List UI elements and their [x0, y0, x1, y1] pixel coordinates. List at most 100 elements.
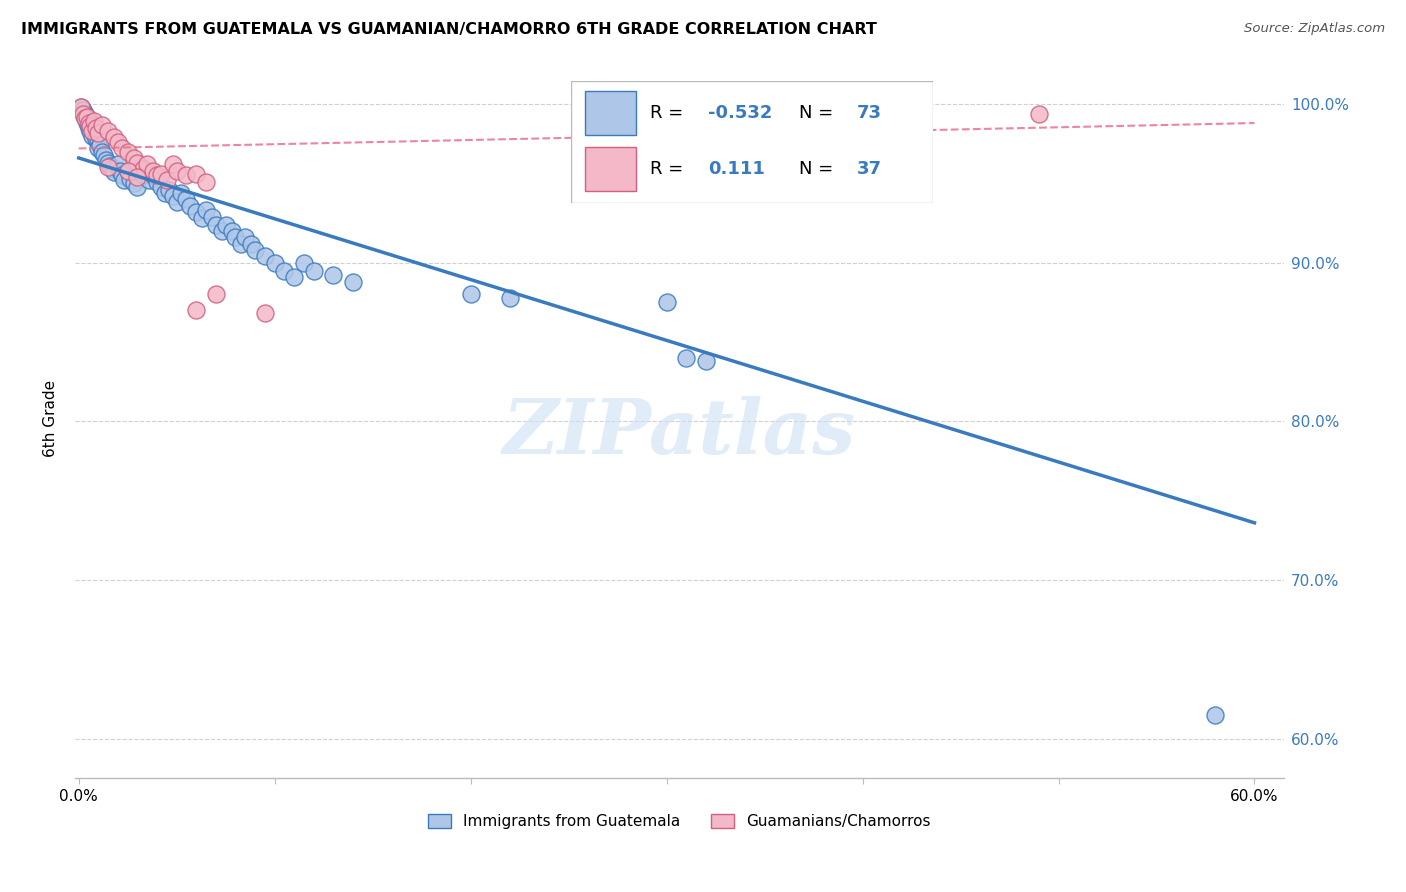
Point [82, 128, 104, 143]
Point [166, 163, 188, 178]
Point [87, 126, 110, 140]
Point [79, 116, 101, 130]
Point [253, 306, 276, 320]
Point [292, 255, 315, 269]
Point [127, 155, 149, 169]
Point [322, 268, 344, 283]
Point [89, 138, 111, 153]
Point [273, 263, 295, 277]
Point [98, 159, 121, 173]
Point [79, 124, 101, 138]
Point [77, 112, 100, 127]
Point [131, 161, 153, 175]
Point [76, 110, 98, 124]
Point [73, 106, 96, 120]
Point [127, 179, 149, 194]
Point [655, 136, 678, 151]
Point [153, 186, 176, 200]
Point [211, 224, 233, 238]
Point [675, 351, 697, 365]
Point [150, 167, 173, 181]
Point [107, 157, 129, 171]
Legend: Immigrants from Guatemala, Guamanians/Chamorros: Immigrants from Guatemala, Guamanians/Ch… [422, 808, 936, 835]
Point [117, 163, 139, 178]
Point [69, 100, 91, 114]
Point [117, 145, 139, 159]
Point [142, 163, 165, 178]
Point [240, 236, 263, 251]
Point [224, 230, 246, 244]
Point [205, 287, 228, 301]
Point [205, 218, 228, 232]
Point [215, 218, 238, 232]
Point [157, 183, 180, 197]
Point [69, 100, 91, 114]
Point [91, 118, 114, 132]
Point [1204, 707, 1226, 722]
Point [111, 141, 134, 155]
Point [122, 151, 145, 165]
Point [221, 224, 243, 238]
Point [87, 135, 110, 149]
Text: ZIPatlas: ZIPatlas [503, 396, 856, 470]
Point [91, 145, 114, 159]
Point [146, 175, 169, 189]
Point [86, 120, 108, 135]
Point [162, 157, 184, 171]
Point [127, 169, 149, 184]
Point [1028, 106, 1050, 120]
Point [103, 130, 125, 145]
Point [195, 175, 218, 189]
Point [87, 141, 110, 155]
Point [86, 132, 108, 146]
Point [655, 295, 678, 310]
Point [72, 106, 94, 120]
Text: Source: ZipAtlas.com: Source: ZipAtlas.com [1244, 22, 1385, 36]
Point [176, 192, 198, 206]
Point [76, 116, 98, 130]
Point [186, 303, 208, 318]
Point [499, 291, 522, 305]
Point [132, 162, 155, 177]
Point [186, 167, 208, 181]
Point [103, 165, 125, 179]
Point [302, 263, 325, 277]
Point [460, 287, 482, 301]
Point [166, 195, 188, 210]
Point [243, 243, 266, 257]
Point [118, 171, 141, 186]
Point [72, 103, 94, 118]
Point [111, 169, 134, 183]
Point [83, 114, 105, 128]
Point [101, 162, 124, 177]
Point [233, 230, 256, 244]
Point [191, 211, 214, 226]
Point [136, 163, 159, 178]
Point [162, 189, 184, 203]
Point [142, 169, 165, 183]
Text: IMMIGRANTS FROM GUATEMALA VS GUAMANIAN/CHAMORRO 6TH GRADE CORRELATION CHART: IMMIGRANTS FROM GUATEMALA VS GUAMANIAN/C… [21, 22, 877, 37]
Point [77, 120, 100, 135]
Point [83, 126, 105, 140]
Point [136, 157, 159, 171]
Point [97, 124, 120, 138]
Point [169, 186, 191, 200]
Point [201, 210, 224, 224]
Point [176, 169, 198, 183]
Point [112, 173, 135, 187]
Point [77, 116, 100, 130]
Point [179, 198, 201, 212]
Point [73, 112, 96, 126]
Point [263, 255, 285, 269]
Point [186, 205, 208, 219]
Point [132, 169, 155, 183]
Point [695, 354, 717, 368]
Point [138, 173, 160, 187]
Point [73, 112, 96, 126]
Point [231, 236, 253, 251]
Point [82, 124, 104, 138]
Point [94, 153, 117, 167]
Point [97, 161, 120, 175]
Point [342, 275, 364, 289]
Point [79, 120, 101, 134]
